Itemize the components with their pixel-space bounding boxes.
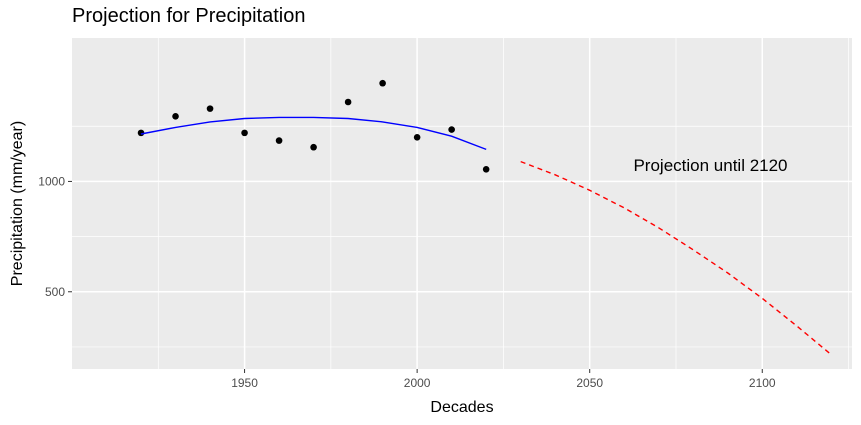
y-tick-label: 500 bbox=[45, 285, 65, 299]
data-point bbox=[206, 105, 214, 112]
data-point bbox=[275, 137, 283, 144]
data-point bbox=[241, 129, 248, 137]
chart-title: Projection for Precipitation bbox=[72, 5, 306, 27]
x-tick-label: 2000 bbox=[404, 376, 431, 390]
x-tick-label: 2100 bbox=[749, 376, 776, 390]
projection-line bbox=[520, 160, 832, 356]
data-point bbox=[137, 129, 145, 137]
data-point bbox=[482, 165, 490, 173]
data-point bbox=[172, 113, 179, 120]
data-point bbox=[379, 79, 386, 87]
data-point bbox=[310, 143, 317, 151]
x-axis-title: Decades bbox=[430, 399, 493, 416]
y-axis-title: Precipitation (mm/year) bbox=[9, 121, 26, 286]
data-point bbox=[448, 126, 455, 133]
x-tick-label: 2050 bbox=[576, 376, 603, 390]
y-tick-label: 1000 bbox=[38, 174, 65, 188]
data-point bbox=[413, 134, 421, 141]
fit-line bbox=[140, 116, 487, 151]
projection-annotation: Projection until 2120 bbox=[633, 156, 787, 175]
x-tick-label: 1950 bbox=[231, 376, 258, 390]
data-point bbox=[344, 98, 352, 106]
plot-panel bbox=[72, 38, 852, 369]
